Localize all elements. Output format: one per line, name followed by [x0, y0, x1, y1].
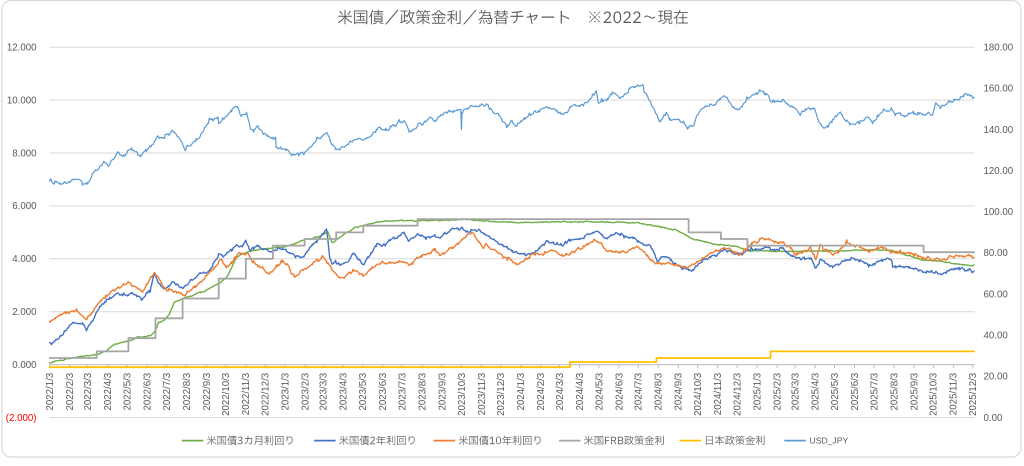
svg-text:2023/5/3: 2023/5/3: [358, 373, 369, 411]
svg-text:2024/11/3: 2024/11/3: [713, 373, 724, 415]
svg-text:2023/11/3: 2023/11/3: [477, 373, 488, 415]
svg-text:2022/5/3: 2022/5/3: [123, 373, 134, 411]
svg-text:4.000: 4.000: [12, 254, 37, 265]
svg-text:2024/5/3: 2024/5/3: [594, 373, 605, 411]
svg-text:2023/3/3: 2023/3/3: [319, 373, 330, 411]
svg-text:2022/9/3: 2022/9/3: [202, 373, 213, 411]
svg-text:2023/2/3: 2023/2/3: [301, 373, 312, 411]
svg-text:100.00: 100.00: [984, 207, 1014, 218]
svg-text:2025/8/3: 2025/8/3: [889, 373, 900, 411]
svg-text:2024/9/3: 2024/9/3: [674, 373, 685, 411]
svg-text:2022/2/3: 2022/2/3: [65, 373, 76, 411]
svg-text:80.00: 80.00: [984, 248, 1009, 259]
svg-text:(2.000): (2.000): [6, 413, 37, 424]
svg-text:140.00: 140.00: [984, 125, 1014, 136]
svg-text:2024/10/3: 2024/10/3: [693, 373, 704, 416]
svg-text:2022/4/3: 2022/4/3: [103, 373, 114, 411]
svg-text:2025/2/3: 2025/2/3: [773, 373, 784, 411]
svg-text:2022/7/3: 2022/7/3: [162, 373, 173, 411]
svg-text:2023/1/3: 2023/1/3: [281, 373, 292, 411]
svg-text:2022/1/3: 2022/1/3: [45, 373, 56, 411]
svg-text:2024/7/3: 2024/7/3: [634, 373, 645, 411]
svg-text:0.000: 0.000: [12, 360, 37, 371]
svg-text:2024/8/3: 2024/8/3: [654, 373, 665, 411]
svg-text:60.00: 60.00: [984, 289, 1009, 300]
svg-text:2024/3/3: 2024/3/3: [555, 373, 566, 411]
svg-text:2022/8/3: 2022/8/3: [182, 373, 193, 411]
svg-text:2025/9/3: 2025/9/3: [909, 373, 920, 411]
svg-text:2023/12/3: 2023/12/3: [496, 373, 507, 416]
svg-text:2023/9/3: 2023/9/3: [438, 373, 449, 411]
svg-text:2023/7/3: 2023/7/3: [397, 373, 408, 411]
svg-text:20.00: 20.00: [984, 372, 1009, 383]
svg-text:2023/4/3: 2023/4/3: [339, 373, 350, 411]
svg-text:2022/3/3: 2022/3/3: [83, 373, 94, 411]
svg-text:40.00: 40.00: [984, 331, 1009, 342]
svg-text:2022/11/3: 2022/11/3: [241, 373, 252, 415]
svg-text:2025/6/3: 2025/6/3: [850, 373, 861, 411]
svg-text:2023/10/3: 2023/10/3: [457, 373, 468, 416]
svg-text:8.000: 8.000: [12, 148, 37, 159]
svg-text:2024/12/3: 2024/12/3: [733, 373, 744, 416]
svg-text:2025/12/3: 2025/12/3: [968, 373, 979, 416]
svg-text:2024/2/3: 2024/2/3: [536, 373, 547, 411]
svg-text:160.00: 160.00: [984, 84, 1014, 95]
svg-text:2022/10/3: 2022/10/3: [221, 373, 232, 416]
svg-text:180.00: 180.00: [984, 43, 1014, 54]
svg-text:6.000: 6.000: [12, 201, 37, 212]
svg-text:2022/12/3: 2022/12/3: [261, 373, 272, 416]
svg-text:2024/6/3: 2024/6/3: [614, 373, 625, 411]
svg-text:2024/4/3: 2024/4/3: [575, 373, 586, 411]
svg-text:USD_JPY: USD_JPY: [810, 435, 849, 445]
svg-text:120.00: 120.00: [984, 166, 1014, 177]
svg-text:2025/11/3: 2025/11/3: [949, 373, 960, 415]
svg-text:2025/1/3: 2025/1/3: [753, 373, 764, 411]
svg-text:2025/7/3: 2025/7/3: [869, 373, 880, 411]
svg-text:2025/10/3: 2025/10/3: [929, 373, 940, 416]
svg-text:12.000: 12.000: [7, 43, 37, 54]
svg-text:2023/8/3: 2023/8/3: [418, 373, 429, 411]
svg-text:2024/1/3: 2024/1/3: [516, 373, 527, 411]
svg-text:2025/4/3: 2025/4/3: [811, 373, 822, 411]
svg-text:2025/3/3: 2025/3/3: [791, 373, 802, 411]
svg-text:2022/6/3: 2022/6/3: [143, 373, 154, 411]
svg-text:2023/6/3: 2023/6/3: [378, 373, 389, 411]
svg-text:0.00: 0.00: [984, 413, 1003, 424]
svg-text:10.000: 10.000: [7, 95, 37, 106]
svg-text:2.000: 2.000: [12, 307, 37, 318]
svg-text:2025/5/3: 2025/5/3: [830, 373, 841, 411]
